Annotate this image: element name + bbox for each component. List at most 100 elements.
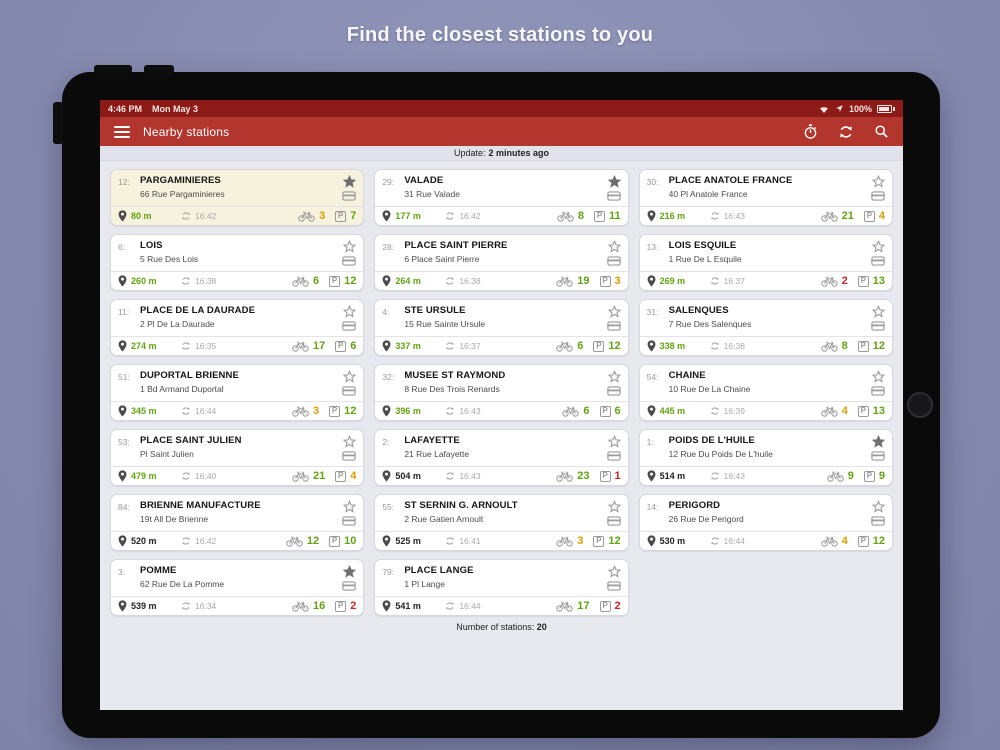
last-update-icon — [446, 407, 454, 415]
last-update-icon — [182, 407, 190, 415]
station-address: 26 Rue De Perigord — [668, 514, 744, 524]
station-card[interactable]: 4: STE URSULE 15 Rue Sainte Ursule 337 — [374, 299, 629, 356]
station-card[interactable]: 30: PLACE ANATOLE FRANCE 40 Pl Anatole F… — [638, 169, 893, 226]
station-name: DUPORTAL BRIENNE — [140, 370, 239, 381]
station-distance: 445 m — [659, 406, 686, 416]
station-card[interactable]: 54: CHAINE 10 Rue De La Chaine 445 m — [638, 364, 893, 421]
station-card[interactable]: 51: DUPORTAL BRIENNE 1 Bd Armand Duporta… — [110, 364, 365, 421]
station-name: BRIENNE MANUFACTURE — [140, 500, 261, 511]
search-icon[interactable] — [874, 124, 889, 139]
station-distance: 269 m — [659, 276, 686, 286]
parking-icon: P — [863, 210, 875, 222]
station-update-time: 16:42 — [195, 211, 217, 221]
bike-icon — [820, 341, 838, 352]
station-distance: 345 m — [131, 406, 157, 416]
parking-icon: P — [329, 275, 341, 287]
favorite-star-icon[interactable] — [343, 370, 357, 383]
bike-count: 9 — [847, 470, 854, 482]
bike-icon — [292, 406, 309, 417]
station-card[interactable]: 32: MUSEE ST RAYMOND 8 Rue Des Trois Ren… — [374, 364, 629, 421]
station-card[interactable]: 14: PERIGORD 26 Rue De Perigord 530 m — [638, 494, 893, 551]
station-address: Pl Saint Julien — [140, 449, 194, 459]
credit-card-icon — [342, 191, 357, 201]
bike-count: 21 — [312, 470, 326, 482]
station-update-time: 16:43 — [723, 471, 745, 481]
favorite-star-icon[interactable] — [343, 500, 357, 513]
parking-icon: P — [335, 600, 347, 612]
menu-icon[interactable] — [114, 125, 130, 138]
station-card[interactable]: 11: PLACE DE LA DAURADE 2 Pl De La Daura… — [110, 299, 365, 356]
station-distance: 541 m — [395, 601, 421, 611]
station-distance: 274 m — [131, 341, 157, 351]
favorite-star-icon[interactable] — [607, 305, 621, 318]
station-card[interactable]: 13: LOIS ESQUILE 1 Rue De L Esquile 269 — [638, 234, 893, 291]
station-card[interactable]: 6: LOIS 5 Rue Des Lois 260 m — [110, 234, 365, 291]
favorite-star-icon[interactable] — [871, 370, 885, 383]
favorite-star-icon[interactable] — [871, 305, 885, 318]
parking-icon: P — [857, 340, 869, 352]
station-card[interactable]: 1: POIDS DE L'HUILE 12 Rue Du Poids De L… — [638, 429, 893, 486]
favorite-star-icon[interactable] — [343, 240, 357, 253]
bike-count: 12 — [306, 535, 320, 547]
station-number: 6: — [118, 241, 126, 252]
station-distance: 338 m — [659, 341, 686, 351]
battery-percent: 100% — [848, 103, 872, 114]
location-pin-icon — [118, 340, 127, 352]
parking-count: 6 — [350, 340, 357, 352]
station-update-time: 16:41 — [459, 536, 481, 546]
credit-card-icon — [342, 451, 357, 461]
station-update-time: 16:43 — [723, 211, 745, 221]
favorite-star-icon[interactable] — [607, 565, 621, 578]
last-update-icon — [446, 212, 454, 220]
stations-count-label: Number of stations: — [456, 622, 535, 632]
station-distance: 479 m — [131, 471, 157, 481]
station-update-time: 16:44 — [723, 536, 745, 546]
station-card[interactable]: 29: VALADE 31 Rue Valade 177 m — [374, 169, 629, 226]
station-address: 2 Rue Gatien Arnoult — [404, 514, 484, 524]
favorite-star-icon[interactable] — [871, 500, 885, 513]
favorite-star-icon[interactable] — [607, 435, 621, 448]
favorite-star-icon[interactable] — [607, 500, 621, 513]
refresh-icon[interactable] — [838, 124, 854, 140]
favorite-star-icon[interactable] — [343, 175, 357, 188]
favorite-star-icon[interactable] — [871, 175, 885, 188]
favorite-star-icon[interactable] — [343, 565, 357, 578]
station-number: 4: — [382, 306, 390, 317]
bike-count: 3 — [312, 405, 320, 417]
favorite-star-icon[interactable] — [871, 240, 885, 253]
station-card[interactable]: 84: BRIENNE MANUFACTURE 19t All De Brien… — [110, 494, 365, 551]
station-name: SALENQUES — [668, 305, 729, 316]
station-card[interactable]: 12: PARGAMINIERES 66 Rue Pargaminieres — [110, 169, 365, 226]
station-update-time: 16:38 — [195, 276, 217, 286]
station-number: 28: — [382, 241, 395, 252]
station-name: CHAINE — [668, 370, 706, 381]
station-card[interactable]: 55: ST SERNIN G. ARNOULT 2 Rue Gatien Ar… — [374, 494, 629, 551]
timer-icon[interactable] — [803, 123, 818, 140]
station-distance: 525 m — [395, 536, 421, 546]
parking-icon: P — [335, 210, 347, 222]
bike-count: 4 — [841, 535, 848, 547]
last-update-icon — [446, 342, 454, 350]
page-title: Find the closest stations to you — [346, 24, 654, 46]
station-distance: 530 m — [659, 536, 686, 546]
station-card[interactable]: 28: PLACE SAINT PIERRE 6 Place Saint Pie… — [374, 234, 629, 291]
station-card[interactable]: 3: POMME 62 Rue De La Pomme 539 m — [110, 559, 365, 616]
parking-icon: P — [594, 210, 606, 222]
favorite-star-icon[interactable] — [607, 370, 621, 383]
favorite-star-icon[interactable] — [871, 435, 885, 448]
location-pin-icon — [118, 275, 127, 287]
bike-icon — [820, 406, 838, 417]
station-card[interactable]: 79: PLACE LANGE 1 Pl Lange 541 m — [374, 559, 629, 616]
station-card[interactable]: 53: PLACE SAINT JULIEN Pl Saint Julien — [110, 429, 365, 486]
home-button[interactable] — [907, 392, 933, 418]
station-name: STE URSULE — [404, 305, 466, 316]
favorite-star-icon[interactable] — [607, 240, 621, 253]
favorite-star-icon[interactable] — [343, 435, 357, 448]
bike-icon — [827, 471, 844, 482]
station-update-time: 16:44 — [459, 601, 481, 611]
favorite-star-icon[interactable] — [607, 175, 621, 188]
station-card[interactable]: 2: LAFAYETTE 21 Rue Lafayette 504 m — [374, 429, 629, 486]
station-card[interactable]: 31: SALENQUES 7 Rue Des Salenques 338 m — [638, 299, 893, 356]
update-value: 2 minutes ago — [488, 148, 550, 158]
favorite-star-icon[interactable] — [343, 305, 357, 318]
